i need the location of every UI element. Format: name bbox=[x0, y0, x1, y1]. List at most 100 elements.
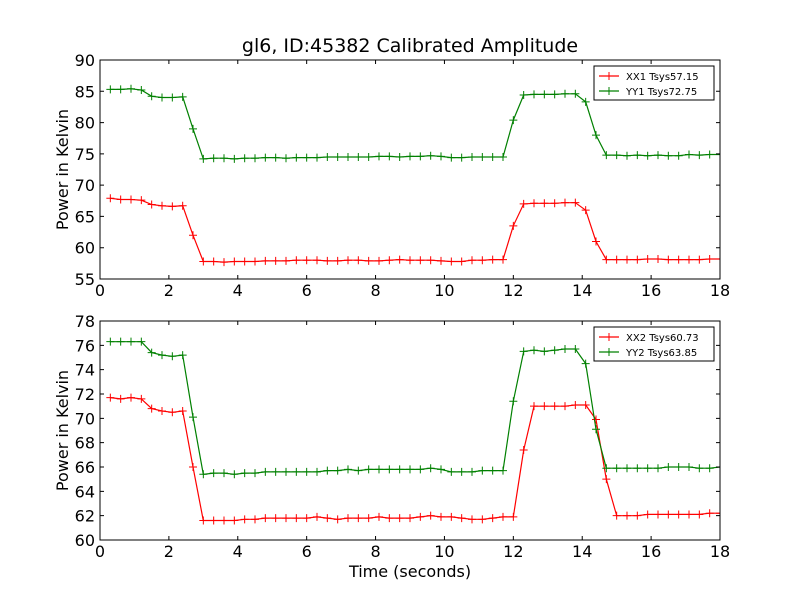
data-point-marker bbox=[147, 404, 156, 413]
data-point-marker bbox=[406, 256, 414, 265]
data-point-marker bbox=[426, 256, 435, 265]
y-axis-label: Power in Kelvin bbox=[53, 370, 72, 491]
data-point-marker bbox=[519, 199, 528, 208]
legend-box bbox=[593, 326, 715, 362]
data-point-marker bbox=[147, 200, 156, 209]
data-point-marker bbox=[581, 97, 590, 106]
y-tick-label: 74 bbox=[75, 361, 95, 380]
data-point-marker bbox=[581, 206, 590, 215]
data-point-marker bbox=[633, 151, 642, 160]
data-point-marker bbox=[168, 352, 177, 361]
data-point-marker bbox=[623, 511, 631, 520]
data-point-marker bbox=[189, 413, 197, 422]
data-point-marker bbox=[488, 514, 497, 523]
data-point-marker bbox=[261, 153, 270, 162]
y-tick-label: 60 bbox=[75, 239, 95, 258]
data-point-marker bbox=[447, 512, 456, 521]
data-point-marker bbox=[375, 512, 383, 521]
x-tick-label: 14 bbox=[572, 542, 592, 561]
data-point-marker bbox=[333, 256, 342, 265]
data-point-marker bbox=[664, 463, 673, 471]
data-point-marker bbox=[457, 514, 466, 523]
data-point-marker bbox=[509, 221, 518, 230]
data-point-marker bbox=[385, 514, 394, 523]
data-point-marker bbox=[468, 256, 476, 265]
data-point-marker bbox=[209, 516, 218, 525]
x-tick-label: 18 bbox=[710, 542, 730, 561]
x-tick-label: 10 bbox=[434, 281, 454, 300]
data-point-marker bbox=[240, 515, 249, 524]
data-point-marker bbox=[344, 152, 352, 161]
data-point-marker bbox=[178, 407, 187, 416]
data-point-marker bbox=[385, 256, 394, 265]
data-point-marker bbox=[271, 256, 280, 265]
data-point-marker bbox=[602, 475, 611, 484]
legend-marker bbox=[605, 348, 613, 356]
legend: XX1 Tsys57.15 YY1 Tsys72.75 bbox=[593, 65, 715, 101]
data-point-marker bbox=[685, 150, 693, 159]
data-point-marker bbox=[623, 151, 631, 160]
data-point-marker bbox=[158, 407, 166, 416]
data-point-marker bbox=[695, 151, 704, 160]
data-point-marker bbox=[323, 514, 332, 523]
data-point-marker bbox=[581, 400, 590, 409]
data-point-marker bbox=[540, 347, 549, 356]
data-point-marker bbox=[561, 402, 569, 411]
x-tick-label: 14 bbox=[572, 281, 592, 300]
legend-marker bbox=[605, 333, 613, 341]
data-point-marker bbox=[323, 256, 332, 265]
data-point-marker bbox=[323, 152, 332, 161]
data-point-marker bbox=[716, 150, 720, 159]
data-point-marker bbox=[654, 464, 662, 473]
data-point-marker bbox=[116, 394, 125, 403]
data-point-marker bbox=[468, 467, 476, 476]
data-point-marker bbox=[313, 512, 321, 521]
data-point-marker bbox=[695, 464, 704, 473]
data-point-marker bbox=[313, 467, 321, 476]
data-point-marker bbox=[664, 255, 673, 264]
series-xx2 bbox=[106, 393, 720, 525]
data-point-marker bbox=[561, 89, 569, 98]
legend-marker bbox=[605, 87, 613, 95]
data-point-marker bbox=[633, 511, 642, 520]
legend-entry-label: XX1 Tsys57.15 bbox=[626, 72, 699, 83]
data-point-marker bbox=[633, 255, 642, 264]
data-point-marker bbox=[509, 397, 518, 406]
data-point-marker bbox=[705, 464, 714, 473]
data-point-marker bbox=[313, 153, 321, 162]
data-point-marker bbox=[292, 514, 301, 523]
data-point-marker bbox=[561, 198, 569, 207]
x-tick-label: 18 bbox=[710, 281, 730, 300]
series-yy2 bbox=[106, 337, 720, 479]
data-point-marker bbox=[685, 463, 693, 471]
data-point-marker bbox=[550, 346, 559, 355]
data-point-marker bbox=[612, 511, 621, 520]
y-tick-label: 68 bbox=[75, 434, 95, 453]
data-point-marker bbox=[540, 199, 549, 208]
x-axis-label: Time (seconds) bbox=[348, 562, 471, 581]
data-point-marker bbox=[364, 514, 373, 523]
data-point-marker bbox=[168, 408, 177, 417]
data-point-marker bbox=[106, 194, 115, 203]
data-point-marker bbox=[695, 255, 704, 264]
data-point-marker bbox=[509, 512, 518, 521]
y-axis-label: Power in Kelvin bbox=[53, 109, 72, 230]
data-point-marker bbox=[230, 257, 239, 266]
legend-entry-label: YY1 Tsys72.75 bbox=[625, 87, 697, 98]
data-point-marker bbox=[478, 256, 487, 265]
data-point-marker bbox=[199, 470, 208, 479]
data-point-marker bbox=[426, 464, 435, 473]
x-tick-label: 16 bbox=[641, 542, 661, 561]
series-xx1 bbox=[106, 194, 720, 267]
data-point-marker bbox=[664, 151, 673, 160]
data-point-marker bbox=[643, 464, 652, 473]
data-point-marker bbox=[623, 464, 631, 473]
data-point-marker bbox=[199, 257, 208, 266]
data-point-marker bbox=[302, 514, 311, 523]
data-point-marker bbox=[127, 84, 135, 93]
data-point-marker bbox=[571, 344, 580, 353]
data-point-marker bbox=[251, 257, 259, 266]
y-tick-label: 70 bbox=[75, 176, 95, 195]
data-point-marker bbox=[158, 93, 166, 102]
